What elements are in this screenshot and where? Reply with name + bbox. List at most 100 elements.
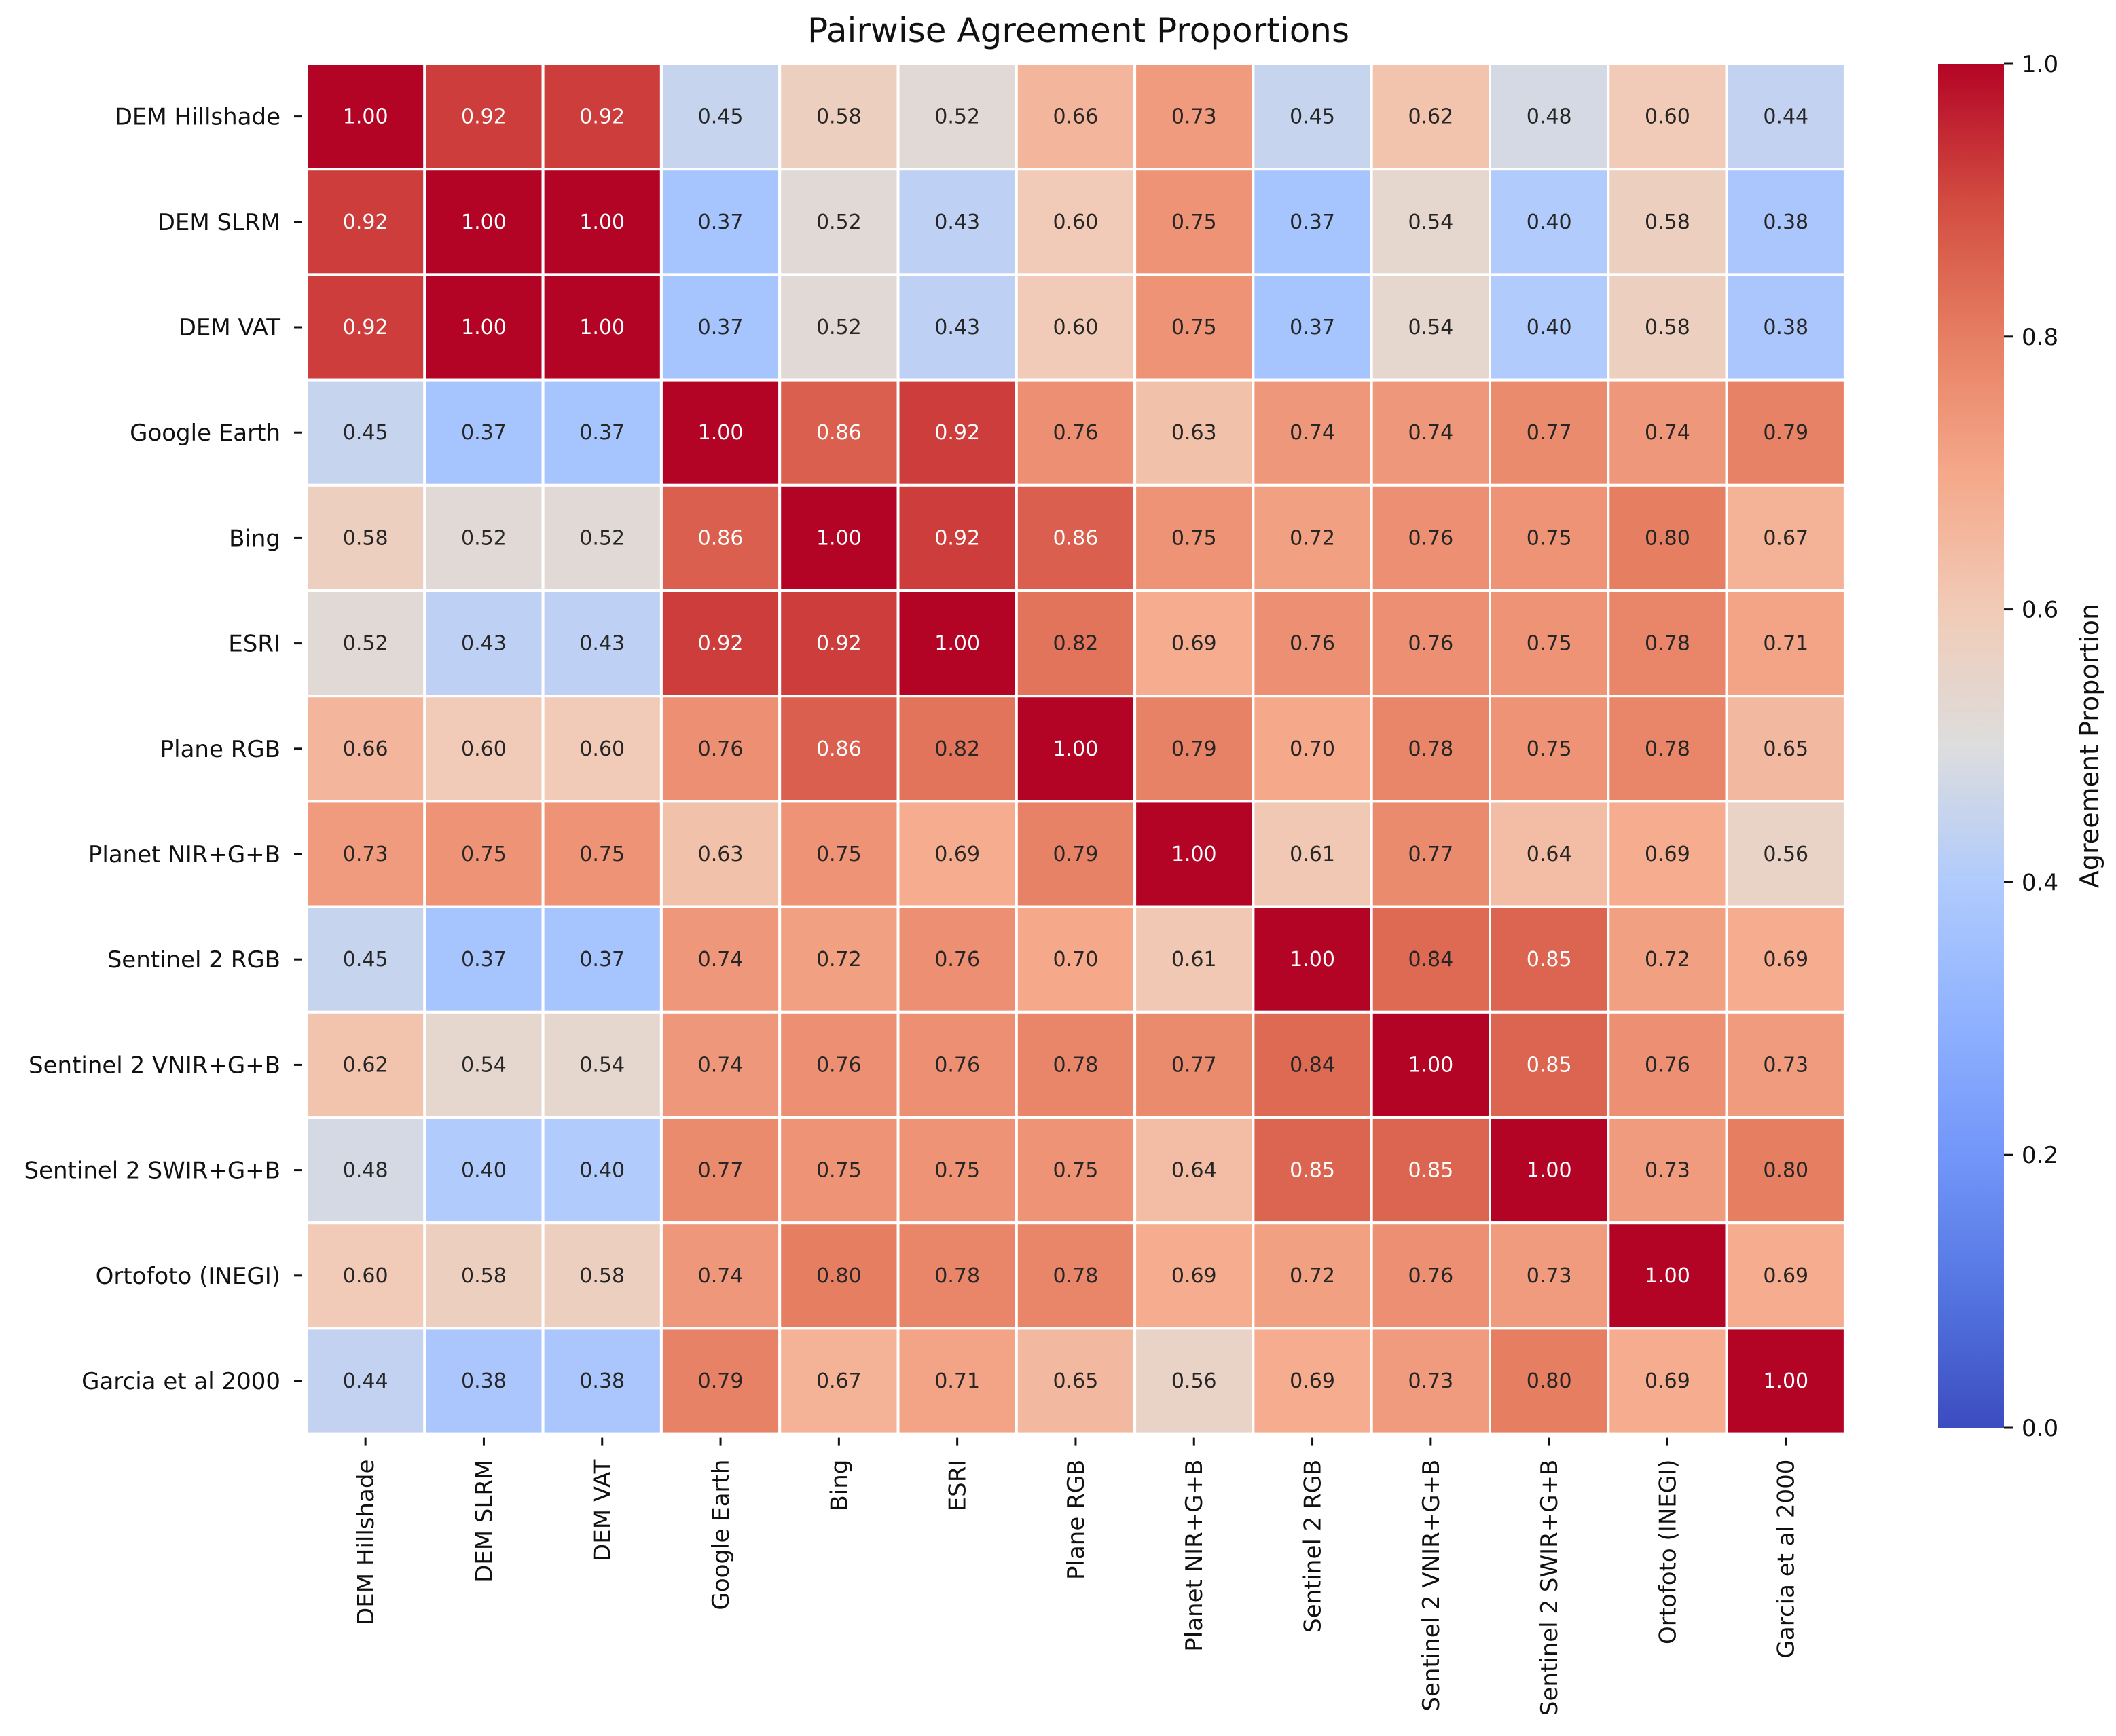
cell-value-label: 0.45	[698, 105, 744, 129]
heatmap-cell-10-3	[659, 1116, 782, 1225]
cell-value-label: 0.48	[343, 1159, 388, 1183]
heatmap-cell-7-3	[659, 800, 782, 908]
row-label-esri: ESRI	[228, 631, 280, 658]
heatmap-cell-0-1	[423, 62, 545, 171]
cell-value-label: 0.92	[934, 526, 980, 550]
heatmap-cell-7-10	[1489, 800, 1610, 908]
heatmap-cell-4-12	[1725, 483, 1846, 592]
cell-value-label: 0.76	[1645, 1053, 1690, 1077]
heatmap-cells: 1.00 0.92 0.92 0.45 0.58 0.52 0.66 0.73 0.45 0.62…	[305, 62, 1846, 1435]
cell-value-label: 0.70	[1290, 737, 1335, 761]
cell-value-label: 0.37	[461, 421, 507, 445]
cell-value-label: 0.80	[1763, 1159, 1808, 1183]
cell-value-label: 0.79	[1763, 421, 1808, 445]
row-label-sentinel-2-rgb: Sentinel 2 RGB	[107, 946, 280, 974]
heatmap-cell-5-1	[423, 589, 545, 698]
heatmap-cell-9-4	[778, 1010, 900, 1120]
heatmap-cell-2-12	[1725, 273, 1846, 382]
heatmap-cell-5-4	[778, 589, 900, 698]
heatmap-cell-10-0	[305, 1116, 426, 1225]
cell-value-label: 1.00	[816, 526, 862, 550]
cell-value-label: 0.56	[1763, 843, 1808, 866]
heatmap-cell-7-8	[1252, 800, 1373, 908]
heatmap-cell-6-10	[1489, 695, 1610, 803]
cell-value-label: 0.38	[579, 1369, 625, 1393]
cell-value-label: 0.75	[1171, 210, 1217, 234]
cell-value-label: 0.52	[461, 526, 507, 550]
cell-value-label: 0.69	[1171, 632, 1217, 656]
heatmap-cell-3-12	[1725, 378, 1846, 487]
cell-value-label: 0.86	[816, 737, 862, 761]
cell-value-label: 0.84	[1408, 948, 1453, 972]
cell-value-label: 0.52	[343, 632, 388, 656]
cell-value-label: 0.54	[1408, 316, 1453, 339]
heatmap-cell-4-8	[1252, 483, 1373, 592]
heatmap-cell-0-7	[1133, 62, 1255, 171]
cell-value-label: 0.78	[1408, 737, 1453, 761]
cell-value-label: 0.72	[816, 948, 862, 972]
heatmap-cell-11-6	[1015, 1221, 1137, 1330]
cell-value-label: 0.44	[1763, 105, 1808, 129]
cell-value-label: 0.69	[1645, 1369, 1690, 1393]
heatmap-cell-3-7	[1133, 378, 1255, 487]
heatmap-cell-11-5	[896, 1221, 1018, 1330]
heatmap-cell-3-3	[659, 378, 782, 487]
cell-value-label: 1.00	[579, 316, 625, 339]
heatmap-cell-10-8	[1252, 1116, 1373, 1225]
heatmap-cell-2-2	[541, 273, 663, 382]
cell-value-label: 0.69	[1763, 948, 1808, 972]
heatmap-cell-3-9	[1370, 378, 1491, 487]
heatmap-cell-3-5	[896, 378, 1018, 487]
heatmap-cell-3-0	[305, 378, 426, 487]
colorbar-tick-label: 0.0	[2022, 1415, 2058, 1442]
heatmap-cell-6-12	[1725, 695, 1846, 803]
row-labels: DEM Hillshade DEM SLRM DEM VAT Google Earth…	[24, 104, 302, 1395]
cell-value-label: 0.78	[1645, 632, 1690, 656]
cell-value-label: 0.92	[816, 632, 862, 656]
heatmap-cell-5-10	[1489, 589, 1610, 698]
cell-value-label: 0.63	[1171, 421, 1217, 445]
cell-value-label: 0.40	[579, 1159, 625, 1183]
heatmap-cell-12-5	[896, 1327, 1018, 1435]
cell-value-label: 0.76	[1408, 526, 1453, 550]
cell-value-label: 0.74	[698, 948, 744, 972]
colorbar-tick-label: 1.0	[2022, 51, 2058, 78]
heatmap-cell-4-3	[659, 483, 782, 592]
cell-value-label: 0.72	[1290, 526, 1335, 550]
column-label-dem-hillshade: DEM Hillshade	[352, 1460, 380, 1625]
heatmap-cell-0-0	[305, 62, 426, 171]
heatmap-cell-9-10	[1489, 1010, 1610, 1120]
heatmap-cell-12-11	[1607, 1327, 1728, 1435]
cell-value-label: 0.40	[1527, 316, 1572, 339]
heatmap-cell-12-7	[1133, 1327, 1255, 1435]
cell-value-label: 0.78	[934, 1264, 980, 1288]
cell-value-label: 0.58	[579, 1264, 625, 1288]
heatmap-cell-7-11	[1607, 800, 1728, 908]
heatmap-cell-5-9	[1370, 589, 1491, 698]
cell-value-label: 1.00	[343, 105, 388, 129]
heatmap-cell-11-11	[1607, 1221, 1728, 1330]
heatmap-cell-1-9	[1370, 168, 1491, 276]
cell-value-label: 0.48	[1527, 105, 1572, 129]
heatmap-cell-12-0	[305, 1327, 426, 1435]
cell-value-label: 0.60	[1053, 316, 1099, 339]
cell-value-label: 0.75	[1053, 1159, 1099, 1183]
cell-value-label: 0.80	[816, 1264, 862, 1288]
colorbar-gradient	[1938, 64, 2004, 1428]
cell-value-label: 0.58	[343, 526, 388, 550]
heatmap-cell-6-0	[305, 695, 426, 803]
heatmap-cell-7-7	[1133, 800, 1255, 908]
heatmap-cell-1-8	[1252, 168, 1373, 276]
colorbar-tick-label: 0.6	[2022, 597, 2058, 624]
cell-value-label: 0.85	[1527, 948, 1572, 972]
heatmap-cell-10-12	[1725, 1116, 1846, 1225]
cell-value-label: 0.76	[934, 948, 980, 972]
heatmap-cell-8-5	[896, 905, 1018, 1014]
cell-value-label: 1.00	[698, 421, 744, 445]
cell-value-label: 0.80	[1527, 1369, 1572, 1393]
cell-value-label: 0.69	[934, 843, 980, 866]
heatmap-cell-6-4	[778, 695, 900, 803]
cell-value-label: 0.77	[1171, 1053, 1217, 1077]
cell-value-label: 0.58	[1645, 316, 1690, 339]
cell-value-label: 0.56	[1171, 1369, 1217, 1393]
